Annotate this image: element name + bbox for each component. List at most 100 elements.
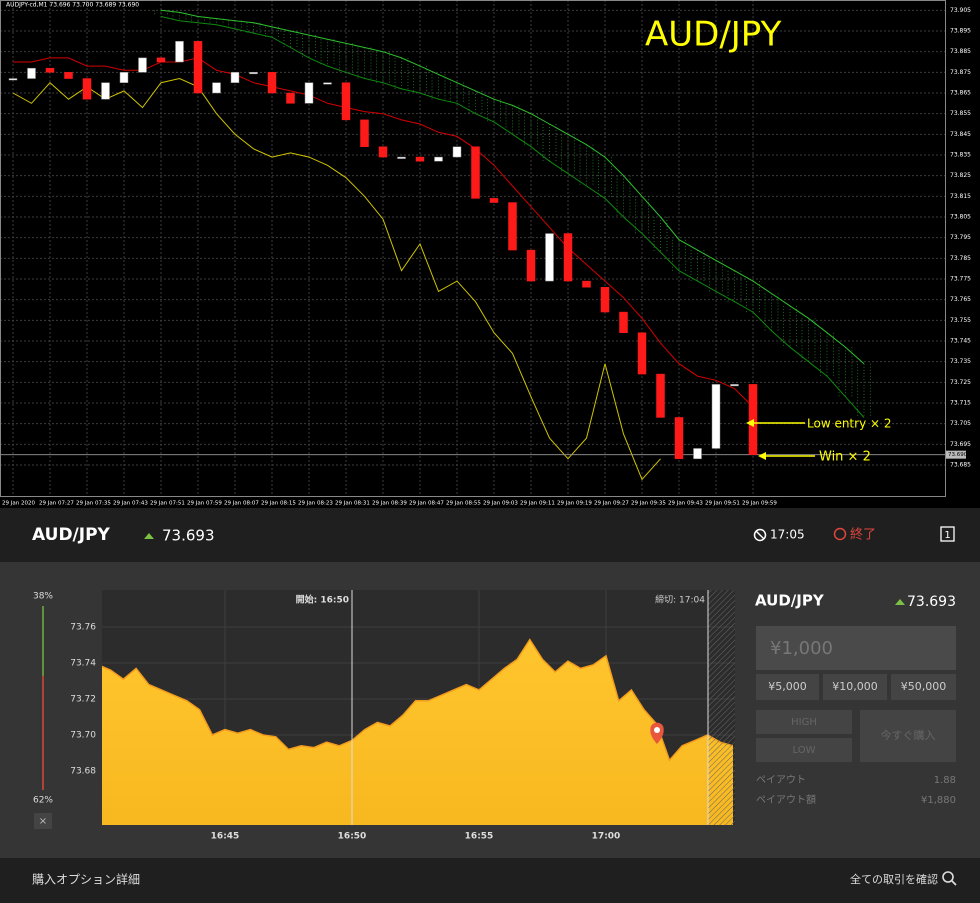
x-tick-label: 29 Jan 08:23 — [298, 501, 333, 507]
buy-button[interactable] — [860, 710, 956, 762]
timer-icon — [755, 530, 765, 540]
x-tick-label: 29 Jan 09:43 — [668, 501, 703, 507]
chart-header: AUDJPY-cd,M1 73.696 73.700 73.689 73.690 — [6, 2, 139, 9]
y-tick-label: 73.725 — [950, 379, 971, 386]
closed-zone — [708, 590, 735, 825]
y-tick-label: 73.695 — [950, 441, 971, 448]
y-tick-label: 73.855 — [950, 110, 971, 117]
payout-amount-label: ペイアウト額 — [756, 793, 816, 806]
arrow-head — [758, 452, 766, 460]
y-tick-label: 73.745 — [950, 338, 971, 345]
candle — [471, 146, 480, 199]
buy-label[interactable]: 今すぐ購入 — [881, 728, 936, 742]
panel-price: 73.693 — [907, 594, 956, 610]
gauge-close-label[interactable]: × — [39, 816, 47, 827]
tab-icon[interactable] — [940, 526, 955, 542]
preset-label[interactable]: ¥5,000 — [768, 680, 807, 693]
candle — [8, 78, 18, 81]
y-tick-label: 73.70 — [70, 731, 96, 741]
y-tick-label: 73.875 — [950, 69, 971, 76]
x-tick-label: 29 Jan 08:31 — [335, 501, 370, 507]
price-chart: 73.68 73.70 73.72 73.74 73.76 16:45 16:50 16:55… — [70, 590, 735, 842]
y-tick-label: 73.74 — [70, 659, 96, 669]
candle — [563, 233, 573, 282]
mt4-background — [0, 0, 980, 508]
high-button[interactable] — [756, 710, 852, 734]
plot — [102, 590, 735, 825]
candle — [212, 82, 221, 94]
x-tick-label: 29 Jan 09:51 — [705, 501, 740, 507]
y-tick-label: 73.805 — [950, 214, 971, 221]
mt4-frame — [0, 0, 946, 497]
y-tick-label: 73.775 — [950, 276, 971, 283]
x-tick-label: 16:55 — [465, 832, 494, 842]
candle — [489, 198, 499, 203]
indicator-line — [12, 77, 661, 481]
price: 73.693 — [162, 527, 215, 545]
candle — [378, 146, 388, 158]
amount-placeholder[interactable]: ¥1,000 — [770, 638, 833, 659]
candle — [230, 72, 240, 83]
amount-input[interactable] — [756, 626, 956, 670]
y-tick-label: 73.895 — [950, 28, 971, 35]
x-tick-label: 29 Jan 09:27 — [594, 501, 629, 507]
app-header — [0, 508, 980, 562]
search-icon[interactable] — [951, 880, 957, 886]
x-tick-label: 29 Jan 08:55 — [446, 501, 481, 507]
candle — [711, 384, 721, 449]
preset-label[interactable]: ¥10,000 — [832, 680, 878, 693]
gauge-close[interactable] — [34, 813, 52, 829]
indicator-line — [13, 57, 754, 408]
entry-pin — [650, 722, 664, 744]
low-label[interactable]: LOW — [793, 745, 816, 756]
pair: AUD/JPY — [32, 525, 111, 545]
x-tick-label: 29 Jan 09:19 — [557, 501, 592, 507]
preset-label[interactable]: ¥50,000 — [901, 680, 947, 693]
preset-button[interactable] — [823, 674, 887, 700]
tab-count[interactable]: 1 — [944, 530, 950, 541]
panel-pair: AUD/JPY — [755, 592, 825, 610]
x-tick-label: 29 Jan 09:03 — [483, 501, 518, 507]
candle — [415, 156, 425, 162]
y-tick-label: 73.765 — [950, 296, 971, 303]
candle — [397, 156, 406, 159]
preset-button[interactable] — [891, 674, 956, 700]
y-tick-label: 73.845 — [950, 131, 971, 138]
candle — [249, 72, 258, 75]
candle — [119, 72, 129, 83]
candle — [545, 233, 554, 282]
candle — [600, 287, 610, 313]
candle — [434, 156, 443, 162]
x-tick-label: 29 Jan 08:39 — [372, 501, 407, 507]
candle — [101, 82, 110, 100]
x-tick-label: 29 Jan 09:11 — [520, 501, 555, 507]
y-tick-label: 73.76 — [70, 623, 96, 633]
candle — [730, 384, 739, 387]
payout: 1.88 — [934, 775, 956, 786]
payout-label: ペイアウト — [756, 774, 806, 786]
y-tick-label: 73.785 — [950, 255, 971, 262]
x-tick-label: 29 Jan 07:27 — [39, 501, 74, 507]
y-tick-label: 73.72 — [70, 695, 96, 705]
all-trades-link[interactable]: 全ての取引を確認 — [850, 872, 938, 886]
preset-button[interactable] — [756, 674, 819, 700]
candle — [360, 119, 369, 147]
chart-title: AUD/JPY — [645, 15, 782, 55]
low-button[interactable] — [756, 738, 852, 762]
candle — [637, 332, 647, 375]
candle — [45, 67, 55, 73]
candle — [27, 67, 36, 79]
indicator-line — [160, 9, 865, 365]
search-icon[interactable] — [942, 871, 954, 883]
candle — [508, 202, 517, 251]
up-icon — [895, 599, 905, 605]
y-tick-label: 73.905 — [950, 7, 971, 14]
entry-pin-dot — [654, 727, 660, 733]
candle — [582, 280, 591, 288]
footer — [0, 858, 980, 903]
mt4-chart: 73.905 73.895 73.885 73.875 73.865 73.855 73.8… — [0, 0, 971, 507]
details-link[interactable]: 購入オプション詳細 — [32, 872, 140, 887]
x-tick-label: 16:50 — [338, 832, 367, 842]
high-label[interactable]: HIGH — [791, 717, 817, 728]
